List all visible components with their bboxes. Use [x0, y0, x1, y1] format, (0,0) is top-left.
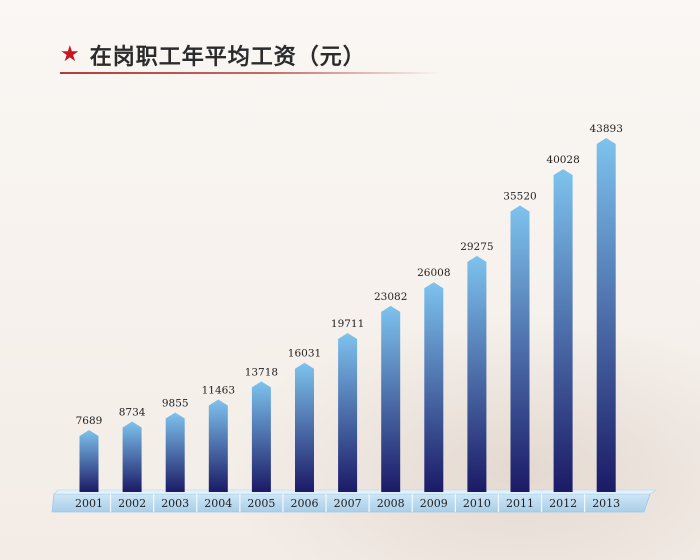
value-label-2003: 9855 [162, 398, 189, 410]
x-tick-label-2011: 2011 [506, 497, 534, 510]
value-label-2012: 40028 [546, 154, 579, 166]
x-tick-label-2003: 2003 [161, 497, 189, 510]
bar-2003 [165, 412, 185, 492]
x-tick-label-2012: 2012 [549, 497, 577, 510]
value-label-2006: 16031 [288, 348, 321, 360]
x-tick-label-2004: 2004 [204, 497, 232, 510]
chart-title: 在岗职工年平均工资（元） [89, 45, 366, 70]
value-label-2013: 43893 [589, 123, 622, 135]
x-tick-label-2008: 2008 [377, 497, 405, 510]
value-label-2005: 13718 [245, 366, 278, 378]
x-tick-label-2006: 2006 [291, 497, 319, 510]
bar-2011 [510, 205, 530, 492]
x-tick-label-2007: 2007 [334, 497, 362, 510]
bar-2006 [295, 362, 314, 492]
value-label-2008: 23082 [374, 291, 407, 303]
x-tick-label-2002: 2002 [118, 497, 146, 510]
bar-2008 [381, 305, 401, 492]
chart-header: ★ 在岗职工年平均工资（元） [60, 38, 366, 72]
value-label-2007: 19711 [331, 318, 364, 330]
x-tick-labels: 2001 2002 2003 2004 2005 2006 2007 2008 2009 2010… [75, 497, 620, 510]
title-underline [60, 72, 440, 74]
bar-2004 [208, 399, 228, 492]
bar-2005 [251, 381, 271, 492]
x-tick-label-2010: 2010 [463, 497, 491, 510]
bar-2012 [553, 169, 573, 492]
x-tick-label-2013: 2013 [592, 497, 620, 510]
value-labels: 7689 8734 9855 11463 13718 16031 19711 23082 260… [76, 123, 623, 427]
x-tick-label-2001: 2001 [75, 497, 103, 510]
bar-2010 [467, 255, 487, 492]
value-label-2010: 29275 [460, 241, 493, 253]
value-label-2001: 7689 [76, 415, 103, 427]
bars [79, 138, 616, 492]
x-tick-label-2005: 2005 [247, 497, 275, 510]
bar-2001 [79, 429, 99, 492]
bar-2013 [596, 138, 616, 492]
x-tick-label-2009: 2009 [420, 497, 448, 510]
star-icon: ★ [60, 42, 80, 67]
x-axis-band [51, 489, 657, 513]
value-label-2011: 35520 [503, 191, 536, 203]
bar-2002 [122, 421, 142, 492]
value-label-2009: 26008 [417, 267, 450, 279]
value-label-2004: 11463 [202, 385, 235, 397]
value-label-2002: 8734 [119, 407, 146, 419]
bar-2009 [424, 282, 444, 492]
bar-2007 [338, 333, 358, 492]
